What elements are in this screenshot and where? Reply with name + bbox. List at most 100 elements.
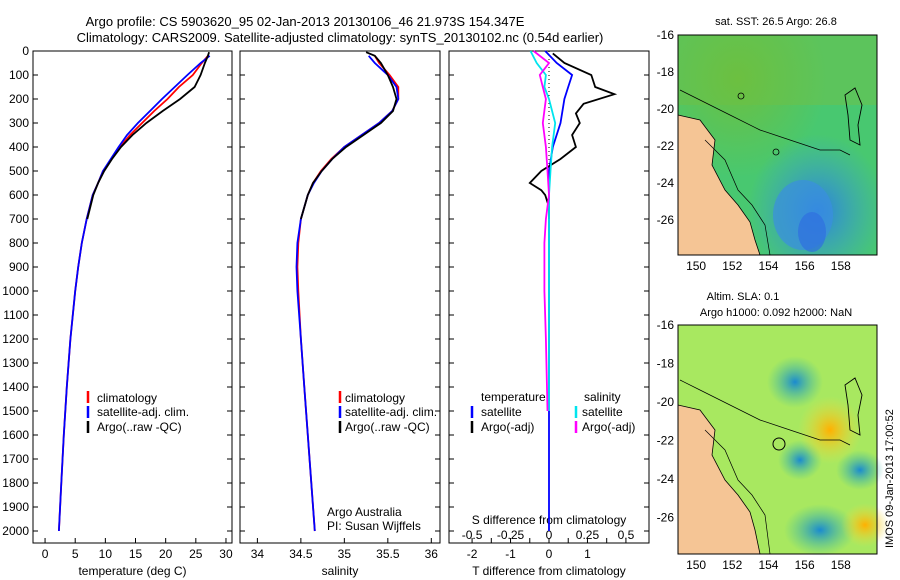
sla-map: Altim. SLA: 0.1 Argo h1000: 0.092 h2000:…: [677, 291, 889, 556]
header-line1: Argo profile: CS 5903620_95 02-Jan-2013 …: [86, 14, 525, 29]
map-x-tick-label: 150: [686, 259, 706, 273]
x2-tick-label: 0.5: [618, 528, 635, 542]
y-tick-label: 800: [9, 236, 29, 250]
x-tick-label: 30: [219, 547, 233, 561]
credit-line1: Argo Australia: [327, 505, 402, 519]
credit-line2: PI: Susan Wijffels: [327, 519, 421, 533]
x-tick-label: 5: [72, 547, 79, 561]
x-axis-label: salinity: [322, 564, 359, 578]
sla-map-high: [841, 503, 889, 547]
map-y-tick-label: -16: [657, 28, 675, 42]
x-tick-label: 0: [42, 547, 49, 561]
x-tick-label: -1: [505, 547, 516, 561]
x-tick-label: 25: [189, 547, 203, 561]
sst-map-island: [737, 92, 745, 100]
x-tick-label: 35.5: [376, 547, 400, 561]
series-salinity-argo-line: [533, 50, 551, 412]
sla-map-eddy: [767, 356, 823, 408]
series-satellite-line: [295, 55, 400, 532]
series-climatology-line: [296, 55, 400, 532]
legend-salinity-title: salinity: [584, 390, 621, 404]
y-tick-label: 1800: [2, 476, 29, 490]
legend-temperature-title: temperature: [481, 390, 546, 404]
y-tick-label: 0: [22, 44, 29, 58]
sst-map-title: sat. SST: 26.5 Argo: 26.8: [715, 16, 837, 28]
map-x-tick-label: 154: [758, 558, 778, 572]
legend-t-satellite-label: satellite: [481, 405, 522, 419]
temperature-panel: [32, 50, 233, 544]
map-y-tick-label: -22: [657, 433, 675, 447]
map-y-tick-label: -24: [657, 176, 675, 190]
sst-map-island: [772, 148, 780, 156]
map-x-tick-label: 154: [758, 259, 778, 273]
y-tick-label: 300: [9, 116, 29, 130]
legend-argo-label: Argo(..raw -QC): [345, 420, 430, 434]
map-x-tick-label: 152: [722, 558, 742, 572]
legend-t-argo-label: Argo(-adj): [481, 420, 534, 434]
y-tick-label: 1700: [2, 452, 29, 466]
salinity-legend: climatology satellite-adj. clim. Argo(..…: [338, 391, 437, 434]
sst-map-shelf-contour: [679, 89, 851, 256]
x-tick-label: 10: [99, 547, 113, 561]
series-argo-line: [300, 51, 398, 220]
temperature-legend: climatology satellite-adj. clim. Argo(..…: [86, 391, 189, 434]
y-tick-label: 1600: [2, 428, 29, 442]
x2-tick-label: 0.25: [576, 528, 600, 542]
legend-s-argo-label: Argo(-adj): [582, 420, 635, 434]
y-tick-label: 400: [9, 140, 29, 154]
sla-map-frame: [677, 324, 878, 555]
sst-map-cool-eddy-core: [798, 212, 826, 252]
x-tick-label: 35: [338, 547, 352, 561]
series-argo-line: [86, 51, 210, 220]
difference-legend: temperature salinity satellite Argo(-adj…: [470, 390, 635, 434]
salinity-panel: [239, 50, 441, 544]
y-tick-label: 900: [9, 260, 29, 274]
x-tick-label: 15: [129, 547, 143, 561]
legend-climatology-label: climatology: [97, 391, 157, 405]
legend-climatology-label: climatology: [345, 391, 405, 405]
map-y-tick-label: -24: [657, 472, 675, 486]
sla-map-eddy: [784, 504, 856, 556]
legend-s-satellite-label: satellite: [582, 405, 623, 419]
x-axis-label: T difference from climatology: [472, 564, 626, 578]
y-tick-label: 1300: [2, 356, 29, 370]
map-y-tick-label: -18: [657, 65, 675, 79]
sla-map-high: [798, 396, 862, 464]
sst-map-reef-contour: [844, 87, 863, 146]
y-tick-label: 1100: [3, 308, 29, 322]
map-x-tick-label: 152: [722, 259, 742, 273]
x2-tick-label: -0.5: [462, 528, 483, 542]
sla-map-eddy: [836, 450, 884, 490]
map-y-tick-label: -16: [657, 318, 675, 332]
map-x-tick-label: 158: [831, 259, 851, 273]
y-tick-label: 1400: [2, 380, 29, 394]
series-salinity-satellite-line: [529, 50, 557, 411]
y-tick-label: 2000: [2, 524, 29, 538]
series-satellite-line: [58, 55, 211, 532]
map-y-tick-label: -26: [657, 510, 675, 524]
sst-map-frame: [677, 34, 878, 256]
sst-map: sat. SST: 26.5 Argo: 26.8: [677, 16, 878, 256]
x-tick-label: 0: [546, 547, 553, 561]
map-x-tick-label: 150: [686, 558, 706, 572]
side-stamp: IMOS 09-Jan-2013 17:00:52: [884, 409, 896, 548]
x-tick-label: 34.5: [289, 547, 313, 561]
header-line2: Climatology: CARS2009. Satellite-adjuste…: [77, 30, 604, 45]
y-tick-label: 1900: [2, 500, 29, 514]
legend-argo-label: Argo(..raw -QC): [97, 420, 182, 434]
y-tick-label: 600: [9, 188, 29, 202]
x-tick-label: 20: [159, 547, 173, 561]
y-tick-label: 700: [9, 212, 29, 226]
sla-map-reef-contour: [844, 377, 863, 436]
map-y-tick-label: -20: [657, 102, 675, 116]
sla-map-argo-marker: [772, 437, 786, 451]
x2-tick-label: -0.25: [497, 528, 525, 542]
map-y-tick-label: -26: [657, 213, 675, 227]
x-tick-label: 34: [251, 547, 265, 561]
legend-satellite-label: satellite-adj. clim.: [345, 405, 437, 419]
y-tick-label: 1200: [2, 332, 29, 346]
map-x-tick-label: 158: [831, 558, 851, 572]
x-tick-label: 36: [425, 547, 439, 561]
map-y-tick-label: -22: [657, 139, 675, 153]
